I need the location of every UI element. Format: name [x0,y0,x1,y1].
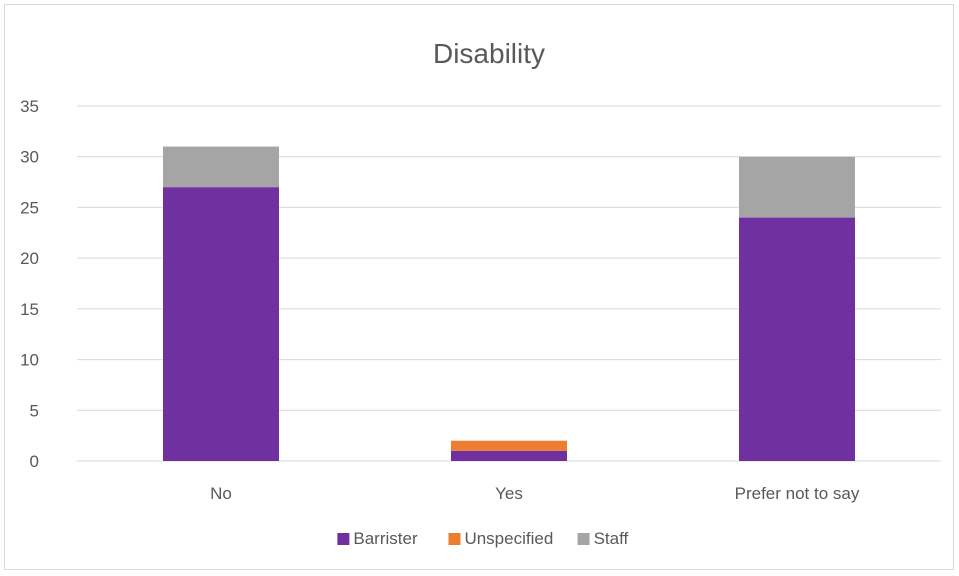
legend-label: Staff [594,529,629,548]
y-tick-label: 5 [30,401,39,420]
bar-staff-2 [739,156,855,218]
legend-swatch-staff [577,533,590,545]
stacked-bar-chart: Disability 0 5 10 15 20 25 30 35 No Yes Prefer no… [20,38,941,548]
y-tick-label: 0 [30,452,39,471]
bar-barrister-1 [451,450,567,461]
bar-unspecified-1 [451,440,567,451]
x-tick-label: Prefer not to say [735,484,860,503]
legend-label: Barrister [353,529,418,548]
bar-barrister-0 [163,187,279,461]
bar-barrister-2 [739,217,855,461]
legend-swatch-unspecified [448,533,461,545]
x-tick-label: No [210,484,232,503]
legend-swatch-barrister [337,533,350,545]
y-tick-label: 35 [20,97,39,116]
legend: Barrister Unspecified Staff [337,529,629,548]
y-tick-label: 15 [20,300,39,319]
y-tick-label: 30 [20,148,39,167]
y-tick-label: 20 [20,249,39,268]
y-tick-label: 10 [20,351,39,370]
bar-staff-0 [163,146,279,188]
chart-frame: Disability 0 5 10 15 20 25 30 35 No Yes Prefer no… [4,4,954,570]
legend-label: Unspecified [464,529,553,548]
bars [163,146,855,461]
y-tick-label: 25 [20,198,39,217]
x-axis-tick-labels: No Yes Prefer not to say [210,484,860,503]
chart-title: Disability [433,38,545,69]
y-axis-tick-labels: 0 5 10 15 20 25 30 35 [20,97,39,471]
x-tick-label: Yes [495,484,523,503]
